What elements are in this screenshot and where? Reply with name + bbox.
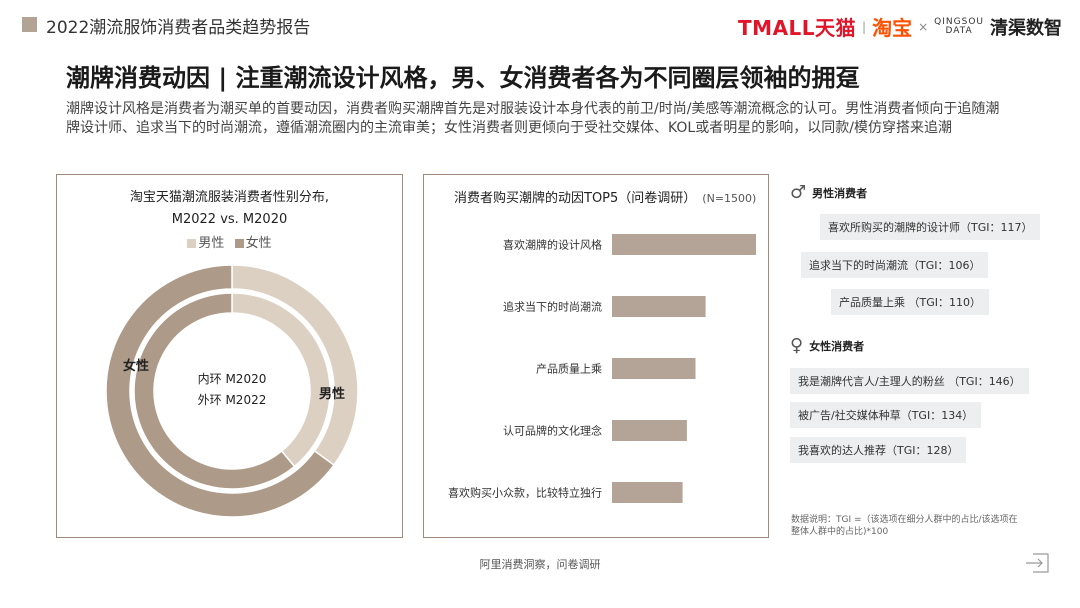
data-source: 阿里消费洞察，问卷调研 bbox=[479, 558, 601, 571]
female-tag-fan: 我是潮牌代言人/主理人的粉丝 （TGI：146） bbox=[790, 368, 1029, 394]
female-section-title: 女性消费者 bbox=[809, 340, 865, 353]
bar-2 bbox=[612, 296, 706, 317]
gender-distribution-panel: 淘宝天猫潮流服装消费者性别分布, M2022 vs. M2020 男性 女性 内… bbox=[56, 174, 403, 538]
bar-category-label: 追求当下的时尚潮流 bbox=[503, 300, 602, 314]
female-tag-kol: 我喜欢的达人推荐（TGI：128） bbox=[790, 437, 967, 463]
female-symbol-icon: ♀ bbox=[790, 335, 804, 356]
female-section-header: ♀ 女性消费者 bbox=[790, 337, 864, 355]
bar-4 bbox=[612, 420, 687, 441]
donut-chart-title: 淘宝天猫潮流服装消费者性别分布, M2022 vs. M2020 bbox=[57, 187, 402, 231]
taobao-logo: 淘宝 bbox=[872, 16, 913, 40]
header-accent-square bbox=[22, 17, 37, 32]
male-tag-designer: 喜欢所购买的潮牌的设计师（TGI：117） bbox=[820, 214, 1041, 240]
legend-female-swatch bbox=[234, 239, 244, 248]
page-title: 潮牌消费动因 | 注重潮流设计风格，男、女消费者各为不同圈层领袖的拥趸 bbox=[66, 64, 860, 92]
bar-1 bbox=[612, 234, 756, 255]
page-subtitle: 潮牌设计风格是消费者为潮买单的首要动因，消费者购买潮牌首先是对服装设计本身代表的… bbox=[66, 101, 1000, 136]
inner-ring-label: 内环 M2020 bbox=[197, 372, 267, 386]
male-symbol-icon: ♂ bbox=[790, 182, 807, 203]
legend-male-swatch bbox=[187, 239, 197, 248]
legend-female: 女性 bbox=[234, 236, 272, 251]
logo-times: × bbox=[918, 19, 929, 34]
male-section-header: ♂ 男性消费者 bbox=[790, 184, 867, 202]
qingsou-logo: QINGSOU DATA bbox=[934, 16, 984, 36]
gender-donut-chart bbox=[105, 264, 359, 518]
next-page-icon[interactable] bbox=[1024, 551, 1052, 575]
partner-logos: TMALL天猫 | 淘宝 × QINGSOU DATA 清渠数智 bbox=[738, 12, 1062, 41]
donut-legend: 男性 女性 bbox=[57, 232, 402, 251]
male-tag-quality: 产品质量上乘 （TGI：110） bbox=[831, 289, 989, 315]
bar-5 bbox=[612, 482, 683, 503]
bar-category-label: 认可品牌的文化理念 bbox=[503, 424, 602, 438]
bar-category-label: 喜欢潮牌的设计风格 bbox=[503, 238, 602, 252]
bar-category-label: 产品质量上乘 bbox=[536, 362, 602, 376]
donut-title-line1: 淘宝天猫潮流服装消费者性别分布, bbox=[129, 190, 330, 205]
tmall-logo: TMALL天猫 bbox=[738, 16, 857, 40]
donut-slice-inner-female bbox=[133, 292, 296, 490]
logo-separator: | bbox=[862, 19, 867, 34]
report-title: 2022潮流服饰消费者品类趋势报告 bbox=[46, 18, 311, 38]
outer-ring-label: 外环 M2022 bbox=[197, 393, 267, 407]
sample-size-note: (N=1500) bbox=[702, 192, 757, 205]
bar-3 bbox=[612, 358, 696, 379]
female-tag-social: 被广告/社交媒体种草（TGI：134） bbox=[790, 402, 982, 428]
motivation-top5-panel: 消费者购买潮牌的动因TOP5（问卷调研） (N=1500) 喜欢潮牌的设计风格 追求… bbox=[423, 174, 769, 538]
qingsou-logo-top: QINGSOU bbox=[934, 16, 984, 27]
donut-title-line2: M2022 vs. M2020 bbox=[171, 212, 288, 227]
motivation-bar-chart: 喜欢潮牌的设计风格追求当下的时尚潮流产品质量上乘认可品牌的文化理念喜欢购买小众款… bbox=[448, 234, 756, 503]
legend-male: 男性 bbox=[187, 236, 224, 251]
bar-chart-title: 消费者购买潮牌的动因TOP5（问卷调研） (N=1500) bbox=[454, 187, 756, 206]
tgi-footnote: 数据说明：TGI =（该选项在细分人群中的占比/该选项在整体人群中的占比)*10… bbox=[791, 515, 1018, 537]
legend-female-label: 女性 bbox=[245, 236, 272, 251]
donut-slice-outer-female bbox=[105, 264, 335, 518]
donut-label-male: 男性 bbox=[319, 387, 346, 402]
qingsou-logo-bottom: DATA bbox=[945, 25, 973, 36]
legend-male-label: 男性 bbox=[198, 236, 225, 251]
male-tag-trend: 追求当下的时尚潮流（TGI：106） bbox=[801, 252, 989, 278]
donut-center-label: 内环 M2020 外环 M2022 bbox=[177, 369, 287, 411]
bar-chart-title-text: 消费者购买潮牌的动因TOP5（问卷调研） bbox=[454, 191, 697, 206]
qcsz-logo: 清渠数智 bbox=[990, 17, 1062, 39]
bar-category-label: 喜欢购买小众款，比较特立独行 bbox=[448, 486, 602, 500]
donut-label-female: 女性 bbox=[123, 359, 150, 374]
male-section-title: 男性消费者 bbox=[812, 187, 868, 200]
